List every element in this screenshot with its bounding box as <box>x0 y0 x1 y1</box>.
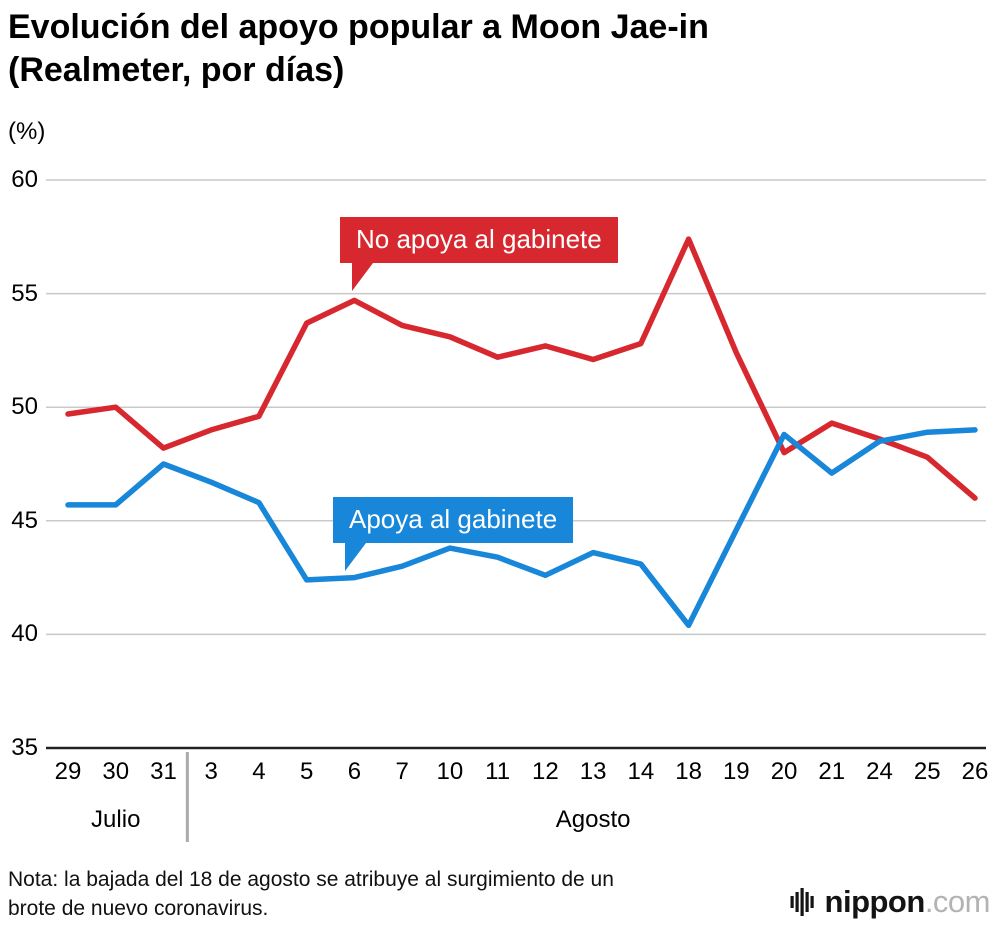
x-tick-label: 6 <box>347 758 362 785</box>
callout-apoya-tail <box>345 543 366 571</box>
x-tick-label: 30 <box>102 758 130 785</box>
month-label-agosto: Agosto <box>555 806 631 833</box>
callout-no-apoya: No apoya al gabinete <box>340 217 618 291</box>
y-axis-unit-label: (%) <box>8 118 46 145</box>
x-tick-label: 7 <box>395 758 409 785</box>
x-tick-label: 19 <box>722 758 750 785</box>
logo-brand-text: nippon <box>824 884 926 919</box>
y-tick-label: 50 <box>11 393 38 421</box>
x-tick-label: 14 <box>627 758 655 785</box>
callout-apoya: Apoya al gabinete <box>333 497 574 571</box>
y-tick-label: 55 <box>11 279 38 307</box>
callout-no-apoya-tail <box>352 263 373 291</box>
x-tick-label: 10 <box>436 758 464 785</box>
x-tick-label: 25 <box>913 758 941 785</box>
x-tick-label: 4 <box>252 758 266 785</box>
y-tick-label: 35 <box>11 734 38 761</box>
x-tick-label: 18 <box>675 758 702 785</box>
x-tick-label: 3 <box>204 758 218 785</box>
x-tick-label: 29 <box>54 758 82 785</box>
x-tick-label: 12 <box>532 758 559 785</box>
x-tick-label: 21 <box>818 758 846 785</box>
series-line-apoya <box>65 427 978 629</box>
nippon-logo-icon <box>790 888 814 916</box>
x-tick-label: 5 <box>299 758 314 785</box>
x-tick-label: 26 <box>961 758 989 785</box>
footnote: Nota: la bajada del 18 de agosto se atri… <box>8 868 614 920</box>
x-tick-label: 31 <box>150 758 177 785</box>
series-line-no-apoya <box>65 236 978 501</box>
x-tick-label: 20 <box>770 758 798 785</box>
y-tick-label: 45 <box>11 506 38 534</box>
callout-apoya-text: Apoya al gabinete <box>349 504 558 534</box>
x-tick-label: 11 <box>485 758 511 785</box>
nippon-logo: nippon.com <box>790 884 991 920</box>
logo-tld-text: .com <box>924 884 991 919</box>
x-tick-label: 13 <box>579 758 607 785</box>
y-tick-label: 60 <box>11 166 38 193</box>
month-label-julio: Julio <box>91 806 141 833</box>
x-tick-label: 24 <box>866 758 893 785</box>
y-tick-label: 40 <box>11 620 38 648</box>
chart-title: Evolución del apoyo popular a Moon Jae-i… <box>8 8 709 89</box>
callout-no-apoya-text: No apoya al gabinete <box>356 224 602 254</box>
